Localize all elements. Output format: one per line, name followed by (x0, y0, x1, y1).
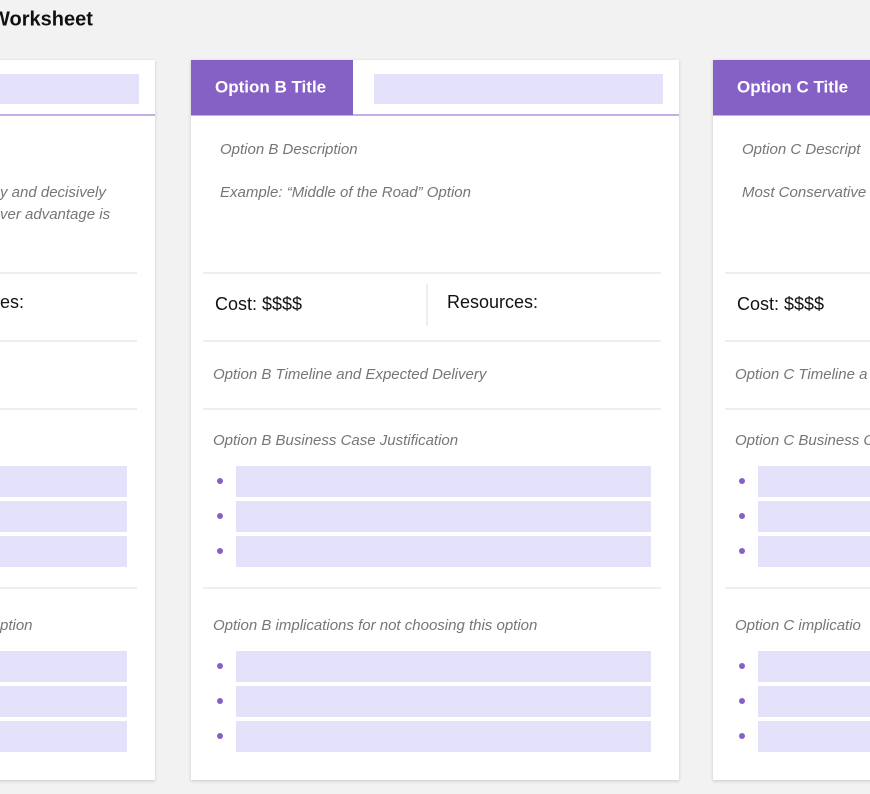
bullet (217, 698, 223, 704)
bullet-input (758, 536, 870, 567)
resources: Resources: (447, 292, 538, 312)
bullet-input (0, 686, 127, 717)
bullet (739, 733, 745, 739)
bullet (739, 513, 745, 519)
bullet (739, 663, 745, 669)
business-case: Option B Business Case Justification (213, 432, 458, 449)
bullet-input (236, 536, 651, 567)
bullet-input (758, 721, 870, 752)
bullet-input (758, 466, 870, 497)
bullet-input (0, 651, 127, 682)
bullet-input (0, 721, 127, 752)
bullet-input (0, 466, 127, 497)
bullet (217, 733, 223, 739)
bullet-input (0, 536, 127, 567)
title-input (374, 74, 663, 104)
example: y and decisively (0, 184, 107, 201)
bullet (217, 478, 223, 484)
example: Example: “Middle of the Road” Option (220, 184, 471, 201)
description: Option C Descript (742, 141, 861, 158)
description: Option B Description (220, 141, 358, 158)
implications: Option C implicatio (735, 617, 861, 634)
example: Most Conservative (742, 184, 866, 201)
title-input (0, 74, 139, 104)
cost: Cost: $$$$ (737, 294, 824, 314)
bullet-input (236, 651, 651, 682)
example: ver advantage is (0, 206, 111, 223)
title-tab (191, 60, 353, 115)
bullet (739, 698, 745, 704)
card-title: Option C Title (737, 77, 848, 96)
bullet-input (758, 686, 870, 717)
bullet-input (758, 501, 870, 532)
implications: ption (0, 617, 33, 634)
card-title: Option B Title (215, 77, 326, 96)
bullet-input (758, 651, 870, 682)
timeline: Option C Timeline a (735, 366, 867, 383)
business-case: Option C Business C (735, 432, 870, 449)
bullet-input (236, 501, 651, 532)
bullet-input (236, 686, 651, 717)
bullet-input (236, 466, 651, 497)
bullet (217, 663, 223, 669)
page-title: Worksheet (0, 8, 93, 30)
timeline: Option B Timeline and Expected Delivery (213, 366, 488, 383)
bullet (217, 513, 223, 519)
bullet (739, 478, 745, 484)
bullet-input (0, 501, 127, 532)
bullet (217, 548, 223, 554)
cost: Cost: $$$$ (215, 294, 302, 314)
title-tab (713, 60, 870, 115)
bullet-input (236, 721, 651, 752)
resources: es: (0, 292, 24, 312)
bullet (739, 548, 745, 554)
implications: Option B implications for not choosing t… (213, 617, 537, 634)
